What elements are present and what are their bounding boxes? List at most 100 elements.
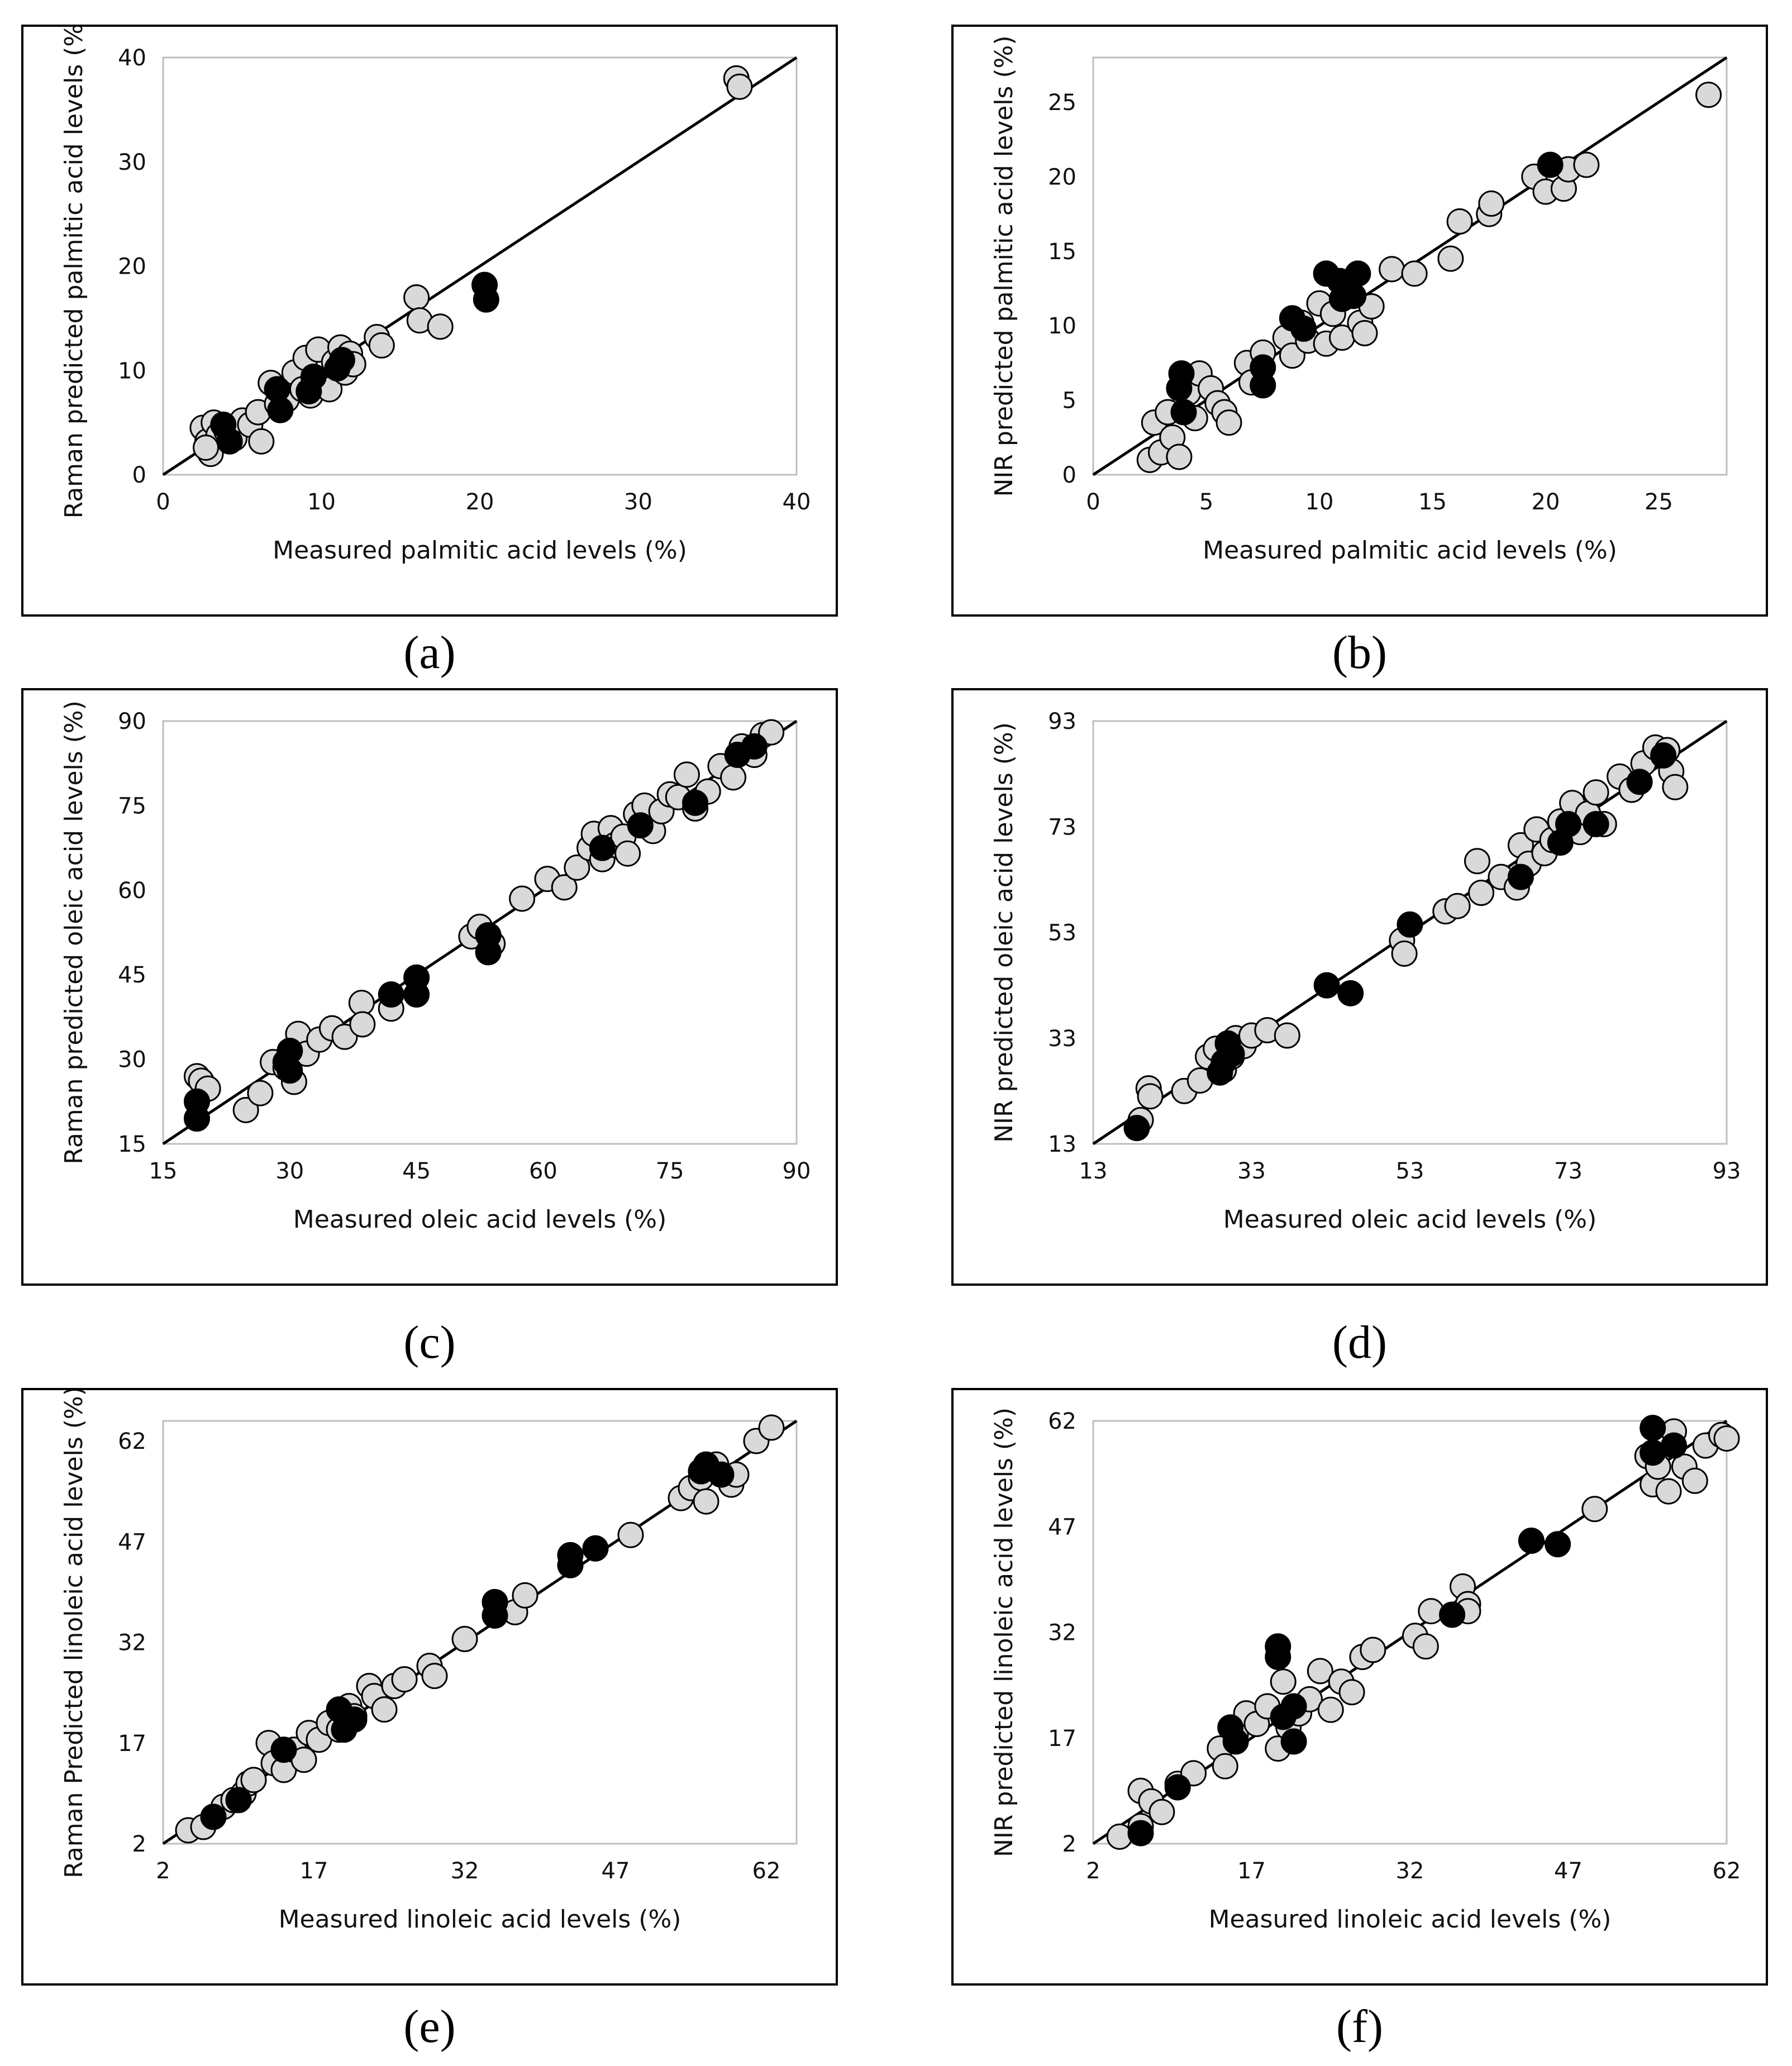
- validation-point: [225, 1787, 252, 1814]
- plot-area: [1092, 1420, 1728, 1845]
- y-axis-label: Raman Predicted linoleic acid levels (%): [60, 1390, 88, 1878]
- x-tick-label: 45: [402, 1158, 431, 1184]
- validation-point: [1345, 260, 1371, 287]
- x-tick-label: 33: [1237, 1158, 1266, 1184]
- x-axis-label: Measured oleic acid levels (%): [293, 1205, 667, 1234]
- calibration-point: [427, 313, 454, 340]
- panel-d: 13 33 53 73 93 13 33 53 73 93 Measured oleic acid …: [951, 688, 1768, 1286]
- validation-point: [1626, 769, 1653, 795]
- calibration-point: [1338, 1679, 1365, 1706]
- caption-c: (c): [403, 1316, 456, 1368]
- y-tick-label: 10: [118, 358, 146, 384]
- calibration-point: [614, 840, 641, 867]
- validation-point: [1661, 1432, 1687, 1459]
- validation-point: [341, 1706, 368, 1733]
- plot-area: [162, 56, 798, 476]
- y-tick-label: 2: [132, 1831, 146, 1857]
- validation-point: [473, 286, 499, 313]
- x-tick-label: 75: [656, 1158, 684, 1184]
- y-axis-label: NIR predicted palmitic acid levels (%): [990, 36, 1018, 497]
- calibration-point: [1681, 1467, 1708, 1494]
- plot-area: [162, 1420, 798, 1845]
- scatter-plot-a: 0 10 20 30 40 0 10 20 30 40 Measured palmitic acid…: [60, 27, 811, 565]
- y-tick-label: 75: [118, 793, 146, 819]
- calibration-point: [1360, 1636, 1386, 1663]
- panel-a: 0 10 20 30 40 0 10 20 30 40 Measured palmitic acid…: [21, 25, 838, 617]
- y-tick-label: 62: [1048, 1409, 1076, 1434]
- y-tick-label: 40: [118, 45, 146, 71]
- validation-point: [589, 834, 616, 861]
- validation-point: [682, 789, 709, 816]
- y-tick-label: 2: [1062, 1831, 1076, 1857]
- validation-point: [1123, 1115, 1150, 1142]
- panel-e: 2 17 32 47 62 2 17 32 47 62 Measured linoleic acid…: [21, 1388, 838, 1986]
- y-tick-label: 47: [118, 1529, 146, 1555]
- calibration-point: [758, 1414, 785, 1441]
- x-tick-label: 32: [451, 1858, 479, 1884]
- calibration-point: [1401, 260, 1428, 287]
- caption-d: (d): [1332, 1316, 1387, 1368]
- calibration-point: [1464, 848, 1490, 875]
- validation-point: [328, 347, 355, 374]
- validation-point: [1290, 316, 1317, 342]
- x-axis-label: Measured oleic acid levels (%): [1223, 1205, 1597, 1234]
- caption-f: (f): [1336, 2001, 1383, 2053]
- validation-point: [1127, 1820, 1154, 1846]
- plot-area: [1092, 720, 1728, 1145]
- calibration-point: [693, 1488, 719, 1515]
- y-tick-label: 47: [1048, 1514, 1076, 1540]
- validation-point: [627, 812, 654, 839]
- validation-point: [1164, 1774, 1191, 1801]
- calibration-point: [1270, 1668, 1297, 1695]
- y-tick-label: 30: [118, 1047, 146, 1073]
- y-axis-label: NIR predicted linoleic acid levels (%): [990, 1407, 1018, 1857]
- calibration-point: [240, 1767, 267, 1793]
- validation-point: [403, 981, 430, 1008]
- calibration-point: [368, 332, 395, 359]
- caption-e: (e): [403, 2001, 456, 2053]
- validation-point: [1650, 742, 1677, 769]
- x-tick-label: 53: [1396, 1158, 1424, 1184]
- validation-point: [475, 939, 502, 966]
- plot-area: [1092, 56, 1728, 476]
- validation-point: [1555, 811, 1581, 838]
- validation-point: [582, 1535, 609, 1562]
- validation-point: [183, 1105, 210, 1132]
- panel-f: 2 17 32 47 62 2 17 32 47 62 Measured linoleic acid…: [951, 1388, 1768, 1986]
- validation-point: [1313, 972, 1340, 999]
- calibration-point: [451, 1626, 478, 1653]
- calibration-point: [391, 1666, 418, 1693]
- calibration-point: [1695, 82, 1722, 108]
- x-tick-label: 73: [1554, 1158, 1583, 1184]
- x-tick-label: 17: [300, 1858, 328, 1884]
- validation-point: [1218, 1041, 1245, 1067]
- calibration-point: [1446, 208, 1473, 235]
- x-tick-label: 90: [783, 1158, 811, 1184]
- calibration-point: [551, 874, 578, 901]
- validation-point: [200, 1803, 227, 1830]
- validation-point: [557, 1552, 584, 1578]
- calibration-point: [1391, 940, 1418, 967]
- x-tick-label: 47: [1554, 1858, 1583, 1884]
- validation-point: [1340, 283, 1367, 309]
- y-tick-label: 53: [1048, 920, 1076, 946]
- validation-point: [1545, 1531, 1571, 1558]
- calibration-point: [1468, 880, 1495, 906]
- x-tick-label: 93: [1713, 1158, 1741, 1184]
- calibration-point: [1478, 190, 1505, 217]
- y-tick-label: 17: [1048, 1726, 1076, 1752]
- y-tick-label: 20: [118, 254, 146, 280]
- validation-point: [1439, 1601, 1466, 1628]
- y-tick-label: 5: [1062, 388, 1076, 414]
- calibration-point: [247, 1080, 274, 1106]
- y-tick-label: 17: [118, 1731, 146, 1757]
- x-tick-label: 17: [1237, 1858, 1266, 1884]
- x-tick-label: 15: [149, 1158, 178, 1184]
- scatter-plot-f: 2 17 32 47 62 2 17 32 47 62 Measured linoleic acid…: [990, 1407, 1741, 1934]
- x-axis-label: Measured linoleic acid levels (%): [279, 1905, 681, 1934]
- validation-point: [1397, 911, 1423, 938]
- validation-point: [708, 1461, 735, 1488]
- validation-point: [1170, 399, 1197, 426]
- scatter-plot-b: 0 5 10 15 20 25 0 5 10 15 20 25 Measured palmitic ac…: [990, 36, 1728, 565]
- y-tick-label: 32: [1048, 1620, 1076, 1646]
